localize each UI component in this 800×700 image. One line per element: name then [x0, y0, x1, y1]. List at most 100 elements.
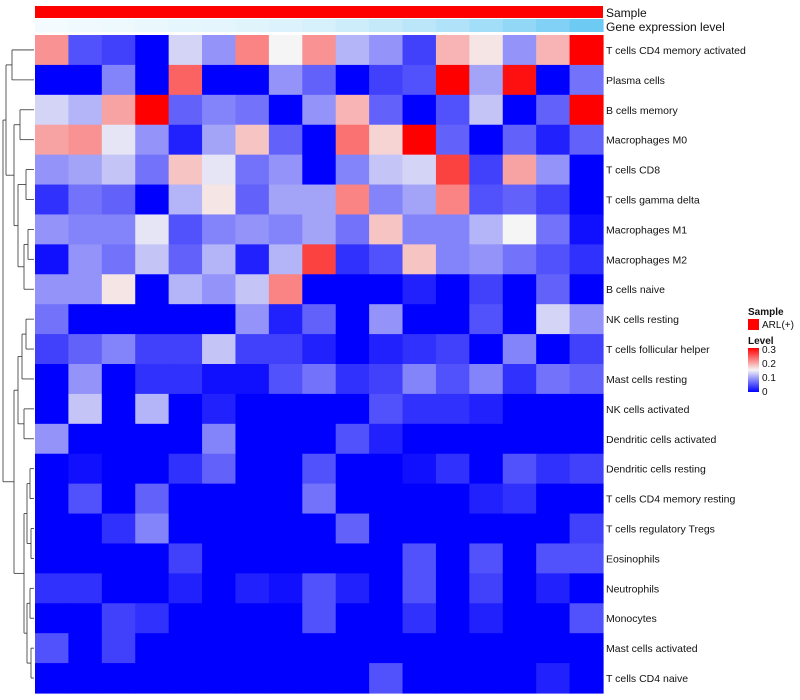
heatmap-cell — [168, 453, 203, 485]
heatmap-cell — [135, 154, 170, 186]
heatmap-cell — [469, 423, 504, 455]
heatmap-cell — [202, 184, 237, 216]
legend-tick-0.1: 0.1 — [762, 373, 776, 384]
gene-annotation-cell — [435, 19, 470, 32]
heatmap-cell — [569, 663, 604, 694]
gene-annotation-cell — [536, 19, 571, 32]
heatmap-cell — [68, 393, 103, 425]
heatmap-cell — [68, 334, 103, 365]
heatmap-cell — [502, 184, 537, 216]
heatmap-cell — [536, 453, 571, 485]
heatmap-cell — [469, 543, 504, 574]
heatmap-cell — [202, 393, 237, 425]
heatmap-cell — [268, 334, 303, 365]
heatmap-cell — [202, 124, 237, 156]
heatmap-cell — [302, 663, 337, 694]
heatmap-cell — [435, 94, 470, 126]
heatmap-cell — [435, 543, 470, 574]
heatmap-cell — [135, 244, 170, 275]
heatmap-cell — [235, 154, 270, 186]
heatmap-cell — [569, 543, 604, 574]
heatmap-cell — [135, 364, 170, 395]
heatmap-cell — [302, 633, 337, 664]
heatmap-cell — [302, 364, 337, 395]
legend-level-title: Level — [748, 336, 774, 347]
gene-annotation-label: Gene expression level — [606, 20, 725, 34]
gene-expression-annotation-bar — [35, 19, 604, 32]
heatmap-cell — [35, 154, 70, 186]
heatmap-cell — [168, 304, 203, 335]
heatmap-cell — [502, 543, 537, 574]
heatmap-cell — [569, 35, 604, 66]
heatmap-cell — [502, 603, 537, 634]
row-dendrogram — [2, 49, 34, 679]
heatmap-cell — [268, 603, 303, 634]
heatmap-cell — [35, 633, 70, 664]
heatmap-cell — [35, 64, 70, 96]
heatmap-cell — [502, 393, 537, 425]
heatmap-cell — [302, 603, 337, 634]
heatmap-cell — [268, 633, 303, 664]
heatmap-cell — [101, 423, 136, 455]
heatmap-cell — [135, 35, 170, 66]
heatmap-cell — [369, 364, 404, 395]
heatmap-cell — [569, 364, 604, 395]
heatmap-cell — [369, 334, 404, 365]
legend: Sample ARL(+) Level 0.3 0.2 0.1 0 — [748, 307, 794, 398]
heatmap-cell — [335, 244, 370, 275]
heatmap-cell — [101, 663, 136, 694]
heatmap-cell — [168, 364, 203, 395]
legend-sample-entry: ARL(+) — [762, 320, 794, 331]
heatmap-cell — [402, 423, 437, 455]
heatmap-cell — [435, 423, 470, 455]
heatmap-cell — [135, 483, 170, 515]
heatmap-cell — [502, 274, 537, 305]
heatmap-cell — [335, 334, 370, 365]
heatmap-cell — [569, 453, 604, 485]
heatmap-cell — [35, 513, 70, 545]
heatmap-cell — [68, 364, 103, 395]
heatmap-cell — [135, 334, 170, 365]
heatmap-cell — [235, 393, 270, 425]
heatmap-cell — [369, 274, 404, 305]
row-label: Macrophages M0 — [606, 135, 687, 147]
heatmap-cell — [101, 94, 136, 126]
heatmap-cell — [168, 573, 203, 604]
heatmap-cell — [335, 603, 370, 634]
heatmap-cell — [35, 483, 70, 515]
heatmap-cell — [402, 334, 437, 365]
heatmap-cell — [402, 543, 437, 574]
heatmap-cell — [101, 453, 136, 485]
heatmap-cell — [268, 244, 303, 275]
heatmap-cell — [569, 423, 604, 455]
heatmap-cell — [35, 304, 70, 335]
heatmap-cell — [268, 304, 303, 335]
heatmap-cell — [268, 124, 303, 156]
heatmap-cell — [435, 64, 470, 96]
heatmap-cell — [135, 513, 170, 545]
heatmap-cell — [502, 663, 537, 694]
gene-annotation-cell — [135, 19, 170, 32]
heatmap-cell — [302, 483, 337, 515]
heatmap-cell — [202, 214, 237, 245]
heatmap-cell — [469, 663, 504, 694]
heatmap-cell — [101, 633, 136, 664]
heatmap-cell — [435, 633, 470, 664]
heatmap-cell — [101, 573, 136, 604]
heatmap-cell — [335, 64, 370, 96]
heatmap-cell — [536, 304, 571, 335]
heatmap-cell — [435, 513, 470, 545]
heatmap-cell — [369, 483, 404, 515]
heatmap-cell — [569, 334, 604, 365]
heatmap-cell — [369, 94, 404, 126]
heatmap-cell — [402, 124, 437, 156]
heatmap-cell — [502, 633, 537, 664]
heatmap-cell — [536, 393, 571, 425]
heatmap-cell — [168, 154, 203, 186]
heatmap-cell — [168, 94, 203, 126]
heatmap-cell — [168, 513, 203, 545]
legend-tick-0.3: 0.3 — [762, 345, 776, 356]
heatmap-cell — [202, 483, 237, 515]
heatmap-cell — [536, 423, 571, 455]
heatmap-cell — [235, 573, 270, 604]
